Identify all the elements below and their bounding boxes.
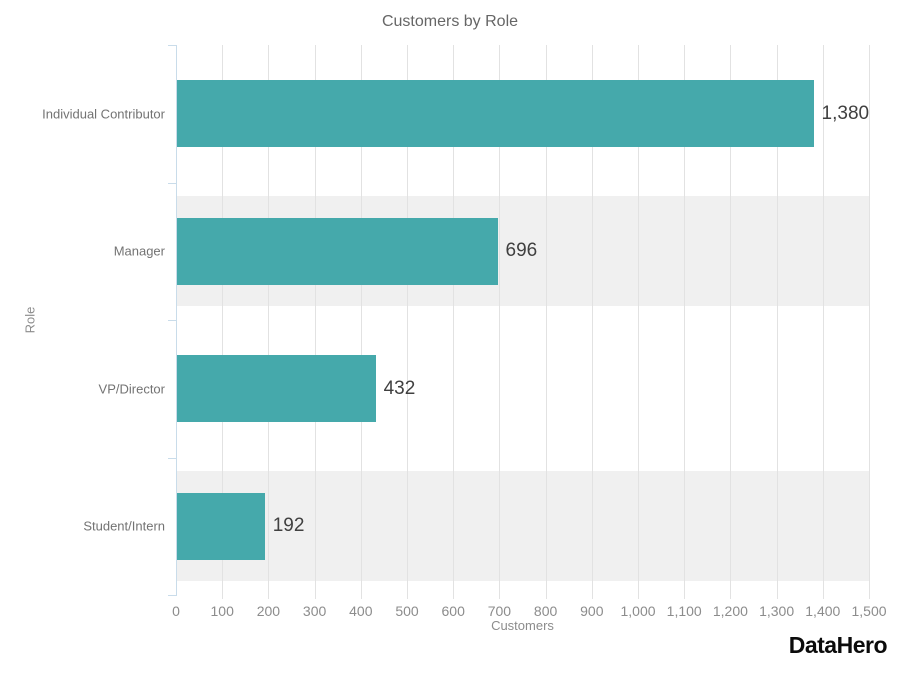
gridline [684,45,686,595]
x-tick-label: 1,100 [666,603,702,619]
bar-value-label: 1,380 [821,102,870,124]
category-label-manager: Manager [113,243,165,259]
x-tick-label: 1,500 [851,603,887,619]
y-axis-tick [168,457,176,459]
bar-individual-contributor[interactable] [176,80,814,148]
x-tick-mark [268,595,270,599]
gridline [776,45,778,595]
x-tick-mark [407,595,408,599]
datahero-logo: DataHero [788,632,888,658]
category-label-vp-director: VP/Director [98,381,165,397]
x-tick-label: 900 [580,603,604,619]
gridline [453,45,455,595]
gridline [822,45,824,595]
x-tick-label: 700 [487,603,512,619]
x-tick-label: 0 [172,603,180,619]
row-band-student-intern [176,471,869,582]
gridline [499,45,501,595]
bar-manager[interactable] [176,217,498,285]
gridline [360,45,362,595]
category-label-individual-contributor: Individual Contributor [42,106,165,122]
y-axis-tick [168,45,176,46]
gridline [730,45,732,595]
bar-student-intern[interactable] [176,492,265,560]
x-tick-mark [453,595,455,599]
gridline [222,45,224,595]
x-tick-mark [730,595,732,599]
gridline [407,45,408,595]
category-label-student-intern: Student/Intern [83,518,165,534]
y-axis-tick [168,595,176,596]
x-tick-label: 600 [441,603,465,619]
gridline [314,45,316,595]
bar-value-label: 696 [505,240,538,262]
bar-value-label: 192 [272,515,305,537]
x-tick-mark [684,595,686,599]
y-axis-tick [168,320,176,321]
bar-vp-director[interactable] [176,355,376,423]
x-tick-mark [499,595,501,599]
x-tick-mark [638,595,639,599]
x-tick-mark [591,595,593,599]
x-tick-mark [776,595,778,599]
x-tick-label: 500 [395,603,419,619]
x-tick-label: 1,400 [805,603,841,619]
x-tick-label: 1,000 [620,603,656,619]
gridline [638,45,639,595]
x-tick-label: 300 [302,603,327,619]
y-axis-tick [168,182,176,184]
x-axis-title: Customers [491,618,554,633]
gridline [591,45,593,595]
x-tick-mark [222,595,224,599]
y-axis-line [176,45,177,596]
x-tick-mark [822,595,824,599]
x-tick-label: 400 [349,603,373,619]
bar-value-label: 432 [383,377,416,399]
chart-title: Customers by Role [381,13,519,30]
x-tick-mark [869,595,870,599]
x-tick-mark [314,595,316,599]
x-tick-label: 200 [256,603,281,619]
x-tick-label: 100 [210,603,234,619]
x-tick-label: 1,200 [712,603,748,619]
category-axis: Individual Contributor Manager VP/Director… [0,45,176,595]
gridline [869,45,870,595]
plot-area: 1,380 696 432 192 [176,45,870,595]
gridline [545,45,547,595]
x-tick-mark [545,595,547,599]
gridline [268,45,270,595]
x-axis: 0 100 200 300 400 500 600 700 800 900 1,000 1,100 1,… [172,595,887,635]
x-tick-mark [360,595,362,599]
x-tick-label: 1,300 [759,603,795,619]
x-tick-label: 800 [533,603,558,619]
